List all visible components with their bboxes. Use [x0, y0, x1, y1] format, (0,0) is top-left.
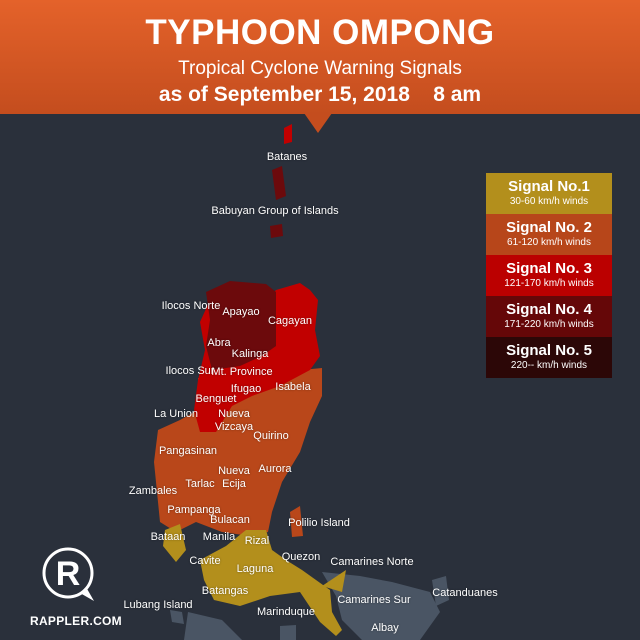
place-label: Apayao	[222, 306, 260, 318]
place-label: Polilio Island	[288, 517, 350, 529]
place-label: Cagayan	[267, 315, 313, 327]
place-label: La Union	[153, 408, 199, 420]
place-label: Ilocos Sur	[165, 365, 215, 377]
place-label: Lubang Island	[123, 599, 193, 611]
place-label: Benguet	[195, 393, 237, 405]
place-label: Manila	[202, 531, 236, 543]
place-label: Aurora	[258, 463, 292, 475]
legend-winds: 171-220 km/h winds	[504, 319, 594, 330]
place-label: Vizcaya	[214, 421, 254, 433]
page-subtitle: Tropical Cyclone Warning Signals	[178, 58, 462, 79]
place-label: Abra	[207, 337, 231, 349]
legend-signal-3: Signal No. 3 121-170 km/h winds	[486, 255, 612, 296]
legend-label: Signal No. 5	[506, 342, 592, 359]
place-label: Marinduque	[256, 606, 316, 618]
place-label: Catanduanes	[432, 587, 498, 599]
signal-2-region	[154, 368, 322, 537]
signal-4-region	[206, 166, 286, 370]
legend-signal-4: Signal No. 4 171-220 km/h winds	[486, 296, 612, 337]
place-label: Rizal	[244, 535, 270, 547]
place-label: Mt. Province	[211, 366, 273, 378]
place-label: Ilocos Norte	[161, 300, 221, 312]
legend-label: Signal No. 4	[506, 301, 592, 318]
place-label: Ifugao	[230, 383, 262, 395]
place-label: Pampanga	[167, 504, 221, 516]
legend-winds: 30-60 km/h winds	[509, 196, 589, 207]
place-label: Batangas	[201, 585, 249, 597]
place-label: Batanes	[266, 151, 308, 163]
legend-signal-5: Signal No. 5 220-- km/h winds	[486, 337, 612, 378]
legend-signal-1: Signal No.1 30-60 km/h winds	[486, 173, 612, 214]
legend-winds: 61-120 km/h winds	[507, 237, 591, 248]
svg-text:R: R	[56, 555, 81, 593]
place-label: Bataan	[150, 531, 186, 543]
header-pointer	[304, 113, 332, 133]
place-label: Kalinga	[231, 348, 269, 360]
rappler-logo: R RAPPLER.COM	[30, 545, 122, 628]
logo-text: RAPPLER.COM	[30, 614, 122, 628]
place-label: Albay	[371, 622, 399, 634]
place-label: Laguna	[236, 563, 274, 575]
legend-label: Signal No. 3	[506, 260, 592, 277]
rappler-r-icon: R	[42, 547, 94, 601]
legend-winds: 220-- km/h winds	[510, 360, 588, 371]
place-label: Cavite	[189, 555, 221, 567]
place-label: Zambales	[128, 485, 178, 497]
place-label: Quirino	[253, 430, 289, 442]
place-label: Nueva	[218, 465, 250, 477]
place-label: Bulacan	[210, 514, 250, 526]
signal-1-region	[163, 524, 346, 636]
place-label: Pangasinan	[158, 445, 218, 457]
place-label: Camarines Sur	[337, 594, 411, 606]
signal-legend: Signal No.1 30-60 km/h winds Signal No. …	[486, 173, 612, 378]
legend-label: Signal No.1	[508, 178, 590, 195]
place-label: Ecija	[222, 478, 246, 490]
place-label: Nueva	[218, 408, 250, 420]
unaffected-land	[170, 572, 449, 640]
legend-winds: 121-170 km/h winds	[504, 278, 594, 289]
header-banner: TYPHOON OMPONG Tropical Cyclone Warning …	[0, 0, 640, 114]
timestamp: as of September 15, 2018 8 am	[158, 83, 482, 106]
place-label: Babuyan Group of Islands	[211, 205, 339, 217]
legend-signal-2: Signal No. 2 61-120 km/h winds	[486, 214, 612, 255]
place-label: Isabela	[275, 381, 311, 393]
page-title: TYPHOON OMPONG	[145, 13, 495, 52]
legend-label: Signal No. 2	[506, 219, 592, 236]
place-label: Camarines Norte	[330, 556, 414, 568]
place-label: Tarlac	[185, 478, 215, 490]
place-label: Quezon	[281, 551, 321, 563]
